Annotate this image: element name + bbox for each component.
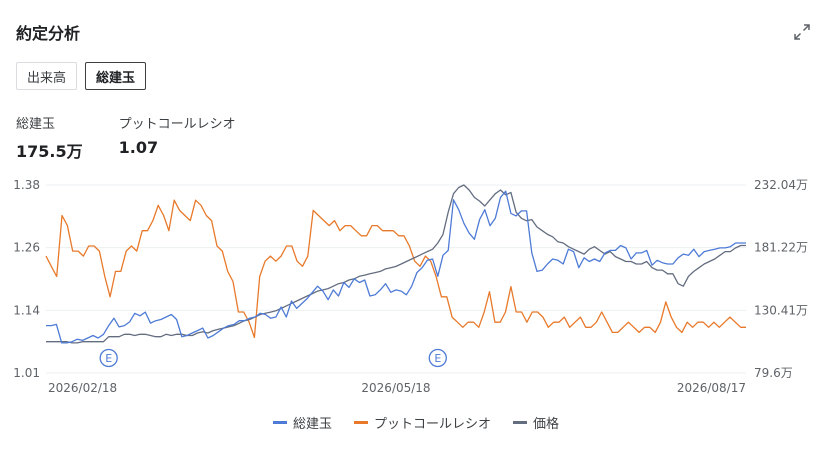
stat-label: プットコールレシオ <box>118 117 236 132</box>
stat-label: 総建玉 <box>16 117 56 132</box>
expand-icon[interactable] <box>794 24 810 40</box>
tab-volume[interactable]: 出来高 <box>16 62 78 90</box>
x-tick-label: 2026/02/18 <box>48 381 117 395</box>
legend-swatch <box>272 421 287 424</box>
legend-item-price[interactable]: 価格 <box>513 413 559 432</box>
y-left-tick-label: 1.01 <box>13 366 40 380</box>
x-tick-label: 2026/05/18 <box>361 381 430 395</box>
earnings-marker-label: E <box>105 352 112 365</box>
legend-label: プットコールレシオ <box>373 417 491 432</box>
price-line <box>46 184 746 344</box>
open-interest-line <box>46 190 746 344</box>
legend-item-put-call-ratio[interactable]: プットコールレシオ <box>353 413 491 432</box>
x-tick-label: 2026/08/17 <box>677 381 746 395</box>
put-call-ratio-line <box>45 199 746 339</box>
chart-legend: 総建玉 プットコールレシオ 価格 <box>0 413 832 432</box>
y-right-tick-label: 232.04万 <box>754 178 808 192</box>
tab-open-interest[interactable]: 総建玉 <box>85 62 147 90</box>
legend-swatch <box>513 421 527 424</box>
tab-group: 出来高 総建玉 <box>16 62 147 90</box>
stat-value: 1.07 <box>118 138 159 157</box>
legend-swatch <box>353 421 368 424</box>
y-left-tick-label: 1.38 <box>13 178 40 192</box>
stat-put-call-ratio: プットコールレシオ 1.07 <box>119 113 236 162</box>
earnings-marker <box>99 348 118 368</box>
y-right-tick-label: 181.22万 <box>754 241 808 255</box>
y-right-tick-label: 79.6万 <box>754 366 793 380</box>
stat-open-interest: 総建玉 175.5万 <box>16 113 83 162</box>
open-interest-chart: 1.38 232.04万 1.26 181.22万 1.14 130.41万 1.01 79.… <box>13 178 808 395</box>
legend-label: 価格 <box>533 417 560 432</box>
y-left-tick-label: 1.26 <box>13 241 40 255</box>
y-left-tick-label: 1.14 <box>13 303 40 317</box>
legend-item-open-interest[interactable]: 総建玉 <box>272 413 332 432</box>
stat-value: 175.5万 <box>16 142 83 161</box>
stats-row: 総建玉 175.5万 プットコールレシオ 1.07 <box>16 113 236 162</box>
y-right-tick-label: 130.41万 <box>754 303 808 317</box>
card-title: 約定分析 <box>16 24 81 43</box>
earnings-marker <box>428 348 447 368</box>
earnings-marker-label: E <box>434 352 441 365</box>
legend-label: 総建玉 <box>292 417 332 432</box>
